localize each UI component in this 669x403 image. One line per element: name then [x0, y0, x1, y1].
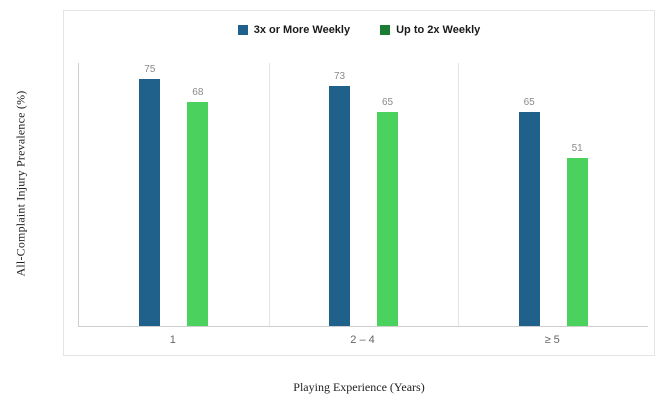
bar-wrap: 65: [377, 63, 398, 326]
legend-marker-icon: [237, 25, 248, 35]
category-separator: [458, 63, 460, 326]
category-separator: [268, 63, 270, 326]
legend: 3x or More Weekly Up to 2x Weekly: [64, 24, 654, 36]
bar: [566, 158, 588, 326]
bar-value-label: 65: [381, 97, 394, 109]
legend-marker-icon: [380, 25, 391, 35]
bar-group: 73 65: [269, 63, 459, 326]
bar: [329, 86, 350, 326]
bar-value-label: 68: [192, 87, 204, 99]
bar: [187, 102, 209, 326]
bar-group: 75 68: [79, 63, 269, 326]
legend-label: 3x or More Weekly: [253, 24, 351, 36]
x-axis-title: Playing Experience (Years): [293, 380, 425, 394]
bar-wrap: 73: [329, 63, 350, 326]
bar-group: 65 51: [458, 63, 648, 326]
category-label: 2 – 4: [350, 334, 375, 346]
bar-value-label: 75: [144, 64, 156, 76]
bar-groups: 75 68 73 65 65 51: [79, 63, 648, 326]
plot-area: 75 68 73 65 65 51: [78, 63, 648, 327]
chart-card: 3x or More Weekly Up to 2x Weekly 75 68 73 6…: [63, 10, 655, 356]
legend-item: Up to 2x Weekly: [380, 24, 480, 36]
bar-value-label: 65: [523, 97, 535, 109]
legend-item: 3x or More Weekly: [237, 24, 351, 36]
category-label: ≥ 5: [544, 334, 560, 346]
bar-wrap: 65: [518, 63, 540, 326]
bar-value-label: 51: [571, 143, 583, 155]
bar-wrap: 68: [187, 63, 209, 326]
y-axis-title: All-Complaint Injury Prevalence (%): [13, 90, 28, 277]
bar-wrap: 75: [139, 63, 161, 326]
bar: [377, 112, 398, 326]
category-label: 1: [169, 334, 176, 346]
bar-wrap: 51: [566, 63, 588, 326]
category-axis: 1 2 – 4 ≥ 5: [78, 325, 647, 355]
bar: [518, 112, 540, 326]
bar-value-label: 73: [333, 71, 346, 83]
legend-label: Up to 2x Weekly: [396, 24, 481, 36]
bar: [139, 79, 161, 326]
